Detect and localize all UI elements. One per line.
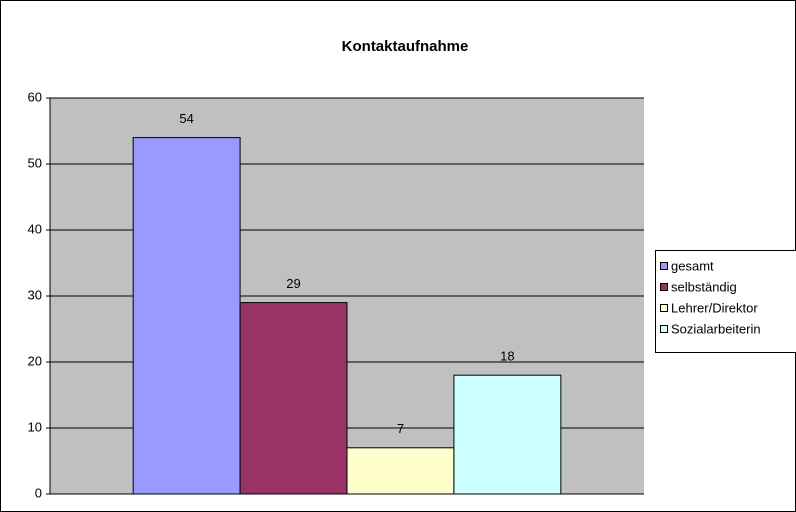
bar: [239, 302, 348, 495]
y-tick-label: 20: [28, 353, 42, 368]
legend-swatch: [660, 283, 668, 291]
y-tick-label: 0: [35, 485, 42, 500]
data-label: 7: [397, 421, 404, 436]
chart-title: Kontaktaufnahme: [342, 38, 469, 55]
y-tick-label: 60: [28, 89, 42, 104]
legend-label: selbständig: [671, 279, 737, 294]
y-tick-label: 30: [28, 287, 42, 302]
legend-box: [655, 250, 796, 353]
y-tick-label: 50: [28, 155, 42, 170]
y-tick-label: 40: [28, 221, 42, 236]
bar: [132, 137, 241, 495]
legend-label: gesamt: [671, 258, 714, 273]
bar: [346, 447, 455, 495]
data-label: 54: [179, 111, 193, 126]
legend-swatch: [660, 304, 668, 312]
legend-label: Lehrer/Direktor: [671, 300, 758, 315]
legend-label: Sozialarbeiterin: [671, 321, 761, 336]
legend-swatch: [660, 262, 668, 270]
data-label: 29: [286, 276, 300, 291]
legend-swatch: [660, 325, 668, 333]
bar: [453, 374, 562, 495]
y-tick-label: 10: [28, 419, 42, 434]
data-label: 18: [500, 349, 514, 364]
